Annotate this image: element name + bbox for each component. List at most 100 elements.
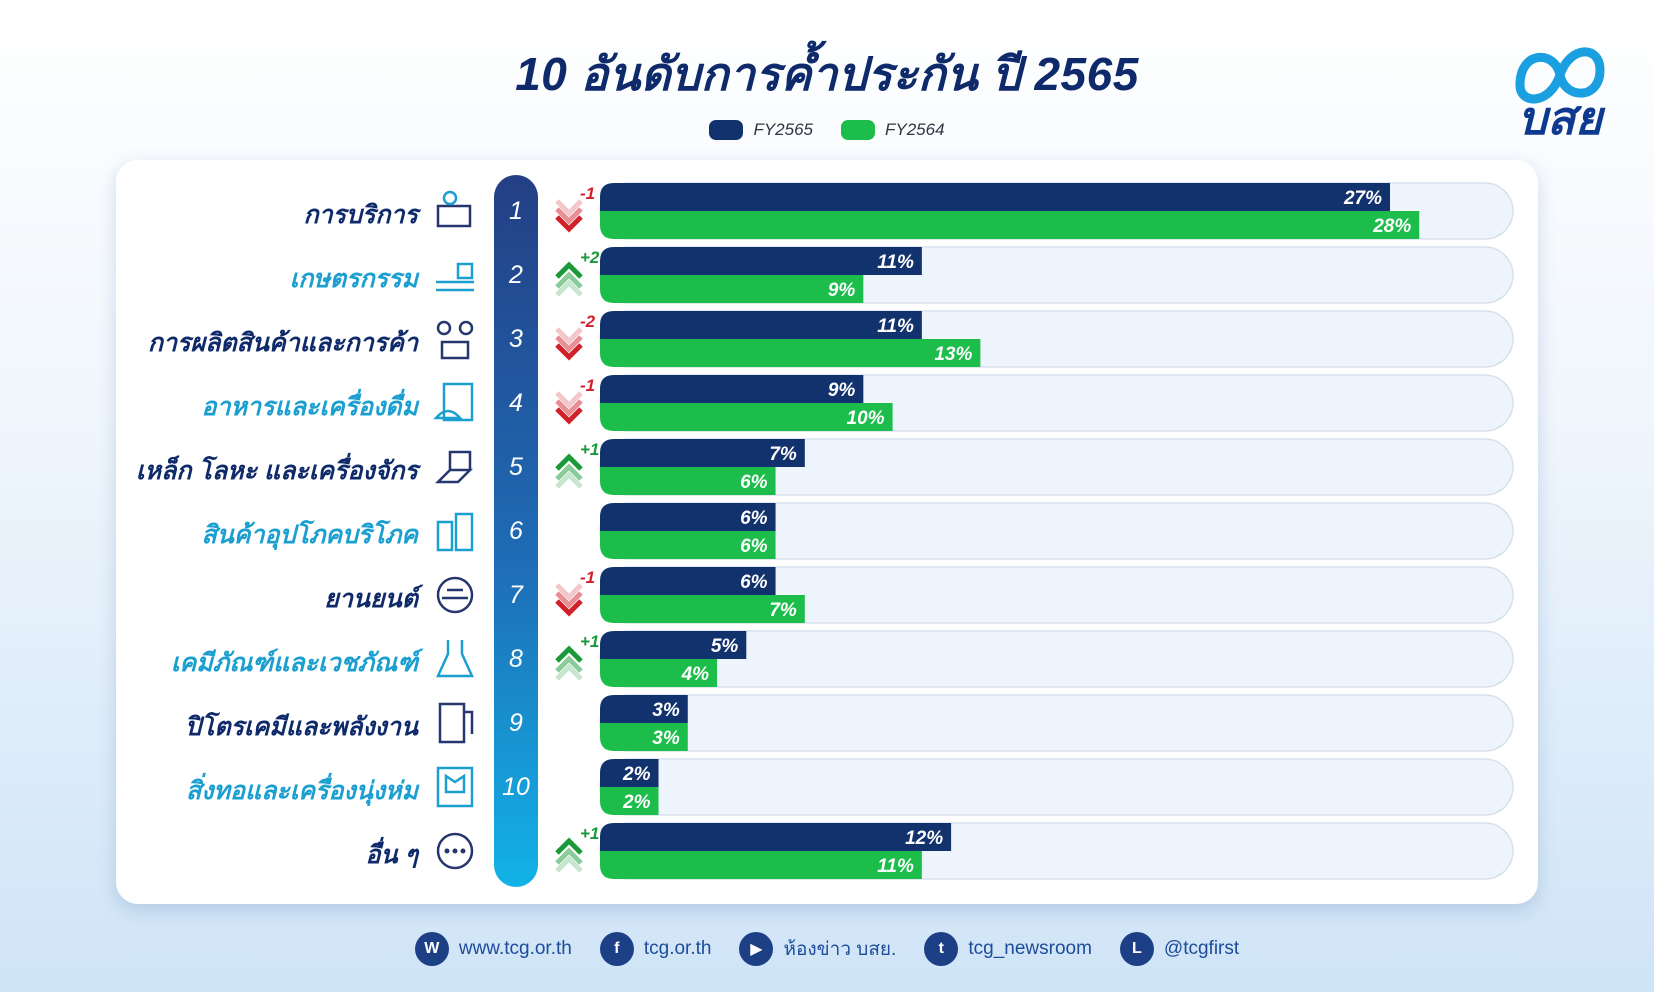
bar-fy2564 [600,595,805,623]
footer-link-text: @tcgfirst [1163,938,1240,959]
rank-down-icon [555,391,583,425]
footer-link-text: tcg_newsroom [968,938,1092,959]
rank-down-icon [555,199,583,233]
rank-number: 5 [509,453,523,481]
bar-fy2564 [600,403,893,431]
footer-link[interactable]: t tcg_newsroom [924,932,1092,966]
page-title: 10 อันดับการค้ำประกัน ปี 2565 [515,48,1139,100]
rank-change-label: +2 [580,248,600,267]
bar-fy2565 [600,759,659,787]
data-label-fy2565: 12% [905,828,943,849]
bar-fy2565 [600,183,1390,211]
rank-number: 7 [509,581,523,609]
steel-icon [434,450,474,484]
data-label-fy2565: 6% [740,572,768,593]
rank-change-label: +1 [580,440,600,459]
data-label-fy2565: 6% [740,508,768,529]
footer-link[interactable]: ▶ ห้องข่าว บสย. [739,932,896,966]
data-label-fy2564: 3% [652,728,680,749]
rank-number: 9 [509,709,523,737]
chart-legend: FY2565 FY2564 [0,120,1654,140]
data-label-fy2564: 4% [681,664,710,685]
data-label-fy2564: 2% [622,792,651,813]
category-label: เกษตรกรรม [289,265,418,293]
consumer-goods-icon [436,512,474,552]
bar-track [599,694,1514,752]
rank-change-label: -1 [580,376,596,395]
bar-fy2564 [600,275,864,303]
rank-change-label: -1 [580,184,596,203]
data-label-fy2565: 5% [711,636,739,657]
category-label: การบริการ [303,201,418,229]
data-label-fy2564: 7% [769,600,797,621]
web-icon: W [414,932,449,966]
category-label: ปิโตรเคมีและพลังงาน [185,713,418,741]
bar-fy2565 [600,503,776,531]
data-label-fy2565: 9% [828,380,856,401]
footer-link[interactable]: f tcg.or.th [599,932,712,966]
rank-number: 8 [509,645,523,673]
rank-number: 3 [509,325,523,353]
legend-swatch-fy2565 [709,120,744,140]
rank-up-icon [555,261,583,297]
logo-text: บสย [1517,92,1603,144]
bar-fy2564 [600,339,981,367]
data-label-fy2565: 27% [1343,188,1382,209]
data-label-fy2564: 6% [740,472,768,493]
data-label-fy2564: 6% [740,536,768,557]
rank-number: 6 [509,517,523,545]
bar-track [599,758,1514,816]
bar-fy2564 [600,723,688,751]
bar-fy2564 [600,211,1420,239]
legend-label-fy2565: FY2565 [753,120,813,139]
more-icon [436,832,474,870]
twitter-icon: t [924,932,959,966]
rank-change-label: -1 [580,568,596,587]
youtube-icon: ▶ [739,932,774,966]
category-label: อาหารและเครื่องดื่ม [201,393,419,421]
category-label: เหล็ก โลหะ และเครื่องจักร [135,457,418,485]
legend-item-fy2564: FY2564 [841,120,945,140]
data-label-fy2564: 11% [877,856,914,877]
footer-link-text: tcg.or.th [643,938,712,959]
rank-up-icon [555,453,583,489]
tcg-logo-icon [1515,47,1605,104]
bar-fy2565 [600,439,805,467]
rank-number: 10 [502,773,530,801]
rank-change-label: +1 [580,824,600,843]
rank-change-label: -2 [580,312,596,331]
legend-item-fy2565: FY2565 [709,120,813,140]
data-label-fy2564: 13% [934,344,972,365]
bar-fy2565 [600,311,922,339]
footer-link[interactable]: L @tcgfirst [1119,932,1240,966]
category-label: การผลิตสินค้าและการค้า [147,329,418,357]
bar-fy2565 [600,823,952,851]
facebook-icon: f [599,932,634,966]
bar-fy2565 [600,567,776,595]
category-label: สินค้าอุปโภคบริโภค [201,521,418,549]
category-label: อื่น ๆ [365,841,418,869]
rank-column [494,175,538,887]
bar-fy2564 [600,531,776,559]
category-label: สิ่งทอและเครื่องนุ่งห่ม [186,777,418,805]
rank-down-icon [555,327,583,361]
bar-fy2565 [600,631,747,659]
rank-number: 1 [509,197,523,225]
data-label-fy2565: 11% [877,252,914,273]
bar-fy2565 [600,695,688,723]
data-label-fy2564: 9% [828,280,856,301]
chemical-icon [436,640,474,678]
footer-link-text: ห้องข่าว บสย. [783,939,897,960]
bar-fy2565 [600,375,864,403]
data-label-fy2565: 2% [622,764,651,785]
agriculture-icon [436,262,474,292]
food-icon [433,382,474,422]
rank-down-icon [555,583,583,617]
category-label: เคมีภัณฑ์และเวชภัณฑ์ [170,649,418,677]
legend-label-fy2564: FY2564 [885,120,945,139]
data-label-fy2565: 3% [652,700,680,721]
rank-number: 4 [509,389,523,417]
